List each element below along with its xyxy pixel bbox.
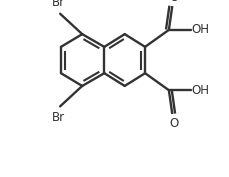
Text: O: O (169, 0, 179, 4)
Text: Br: Br (52, 112, 65, 124)
Text: O: O (169, 116, 179, 130)
Text: Br: Br (52, 0, 65, 9)
Text: OH: OH (192, 84, 210, 97)
Text: OH: OH (192, 23, 210, 36)
